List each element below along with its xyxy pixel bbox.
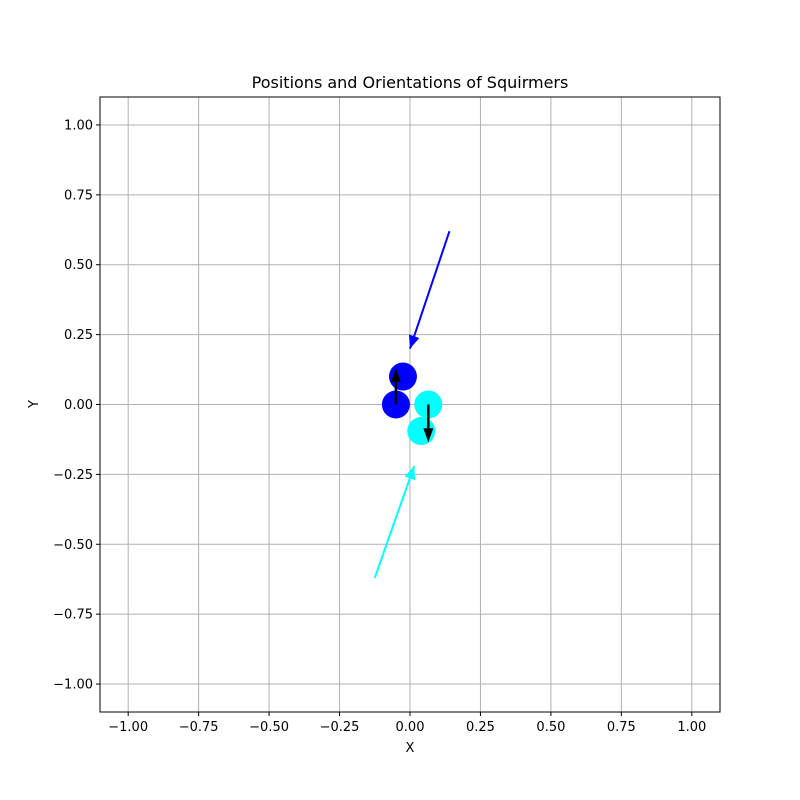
- y-tick-label: 0.25: [64, 328, 93, 343]
- x-tick-label: 0.25: [466, 720, 495, 735]
- trajectory-line: [373, 465, 416, 579]
- trajectory-line: [409, 230, 451, 349]
- y-tick-label: −1.00: [53, 678, 93, 693]
- y-tick-label: 0.50: [64, 258, 93, 273]
- x-tick-label: −1.00: [108, 720, 148, 735]
- y-tick-label: 0.00: [64, 398, 93, 413]
- chart-title: Positions and Orientations of Squirmers: [252, 73, 569, 92]
- trajectory-layer: [373, 230, 451, 579]
- orientation-arrow-layer: [390, 368, 434, 443]
- orientation-arrowhead: [390, 368, 401, 383]
- y-tick-label: 1.00: [64, 118, 93, 133]
- y-tick-label: 0.75: [64, 188, 93, 203]
- x-tick-label: 0.00: [396, 720, 425, 735]
- x-tick-label: −0.75: [179, 720, 219, 735]
- x-axis-label: X: [406, 741, 415, 756]
- x-tick-label: −0.50: [249, 720, 289, 735]
- y-tick-label: −0.75: [53, 608, 93, 623]
- trajectory-arrowhead: [404, 466, 416, 481]
- y-tick-label: −0.25: [53, 468, 93, 483]
- x-axis-ticks: −1.00 −0.75 −0.50 −0.25 0.00 0.25 0.50 0.75 1.00: [108, 712, 706, 735]
- y-tick-label: −0.50: [53, 538, 93, 553]
- y-axis-label: Y: [27, 400, 42, 409]
- x-tick-label: −0.25: [320, 720, 360, 735]
- trajectory-arrowhead: [408, 334, 420, 349]
- y-axis-ticks: 1.00 0.75 0.50 0.25 0.00 −0.25 −0.50 −0.75 −1.00: [53, 118, 100, 693]
- x-tick-label: 1.00: [677, 720, 706, 735]
- x-tick-label: 0.50: [536, 720, 565, 735]
- orientation-arrowhead: [423, 428, 434, 443]
- x-tick-label: 0.75: [607, 720, 636, 735]
